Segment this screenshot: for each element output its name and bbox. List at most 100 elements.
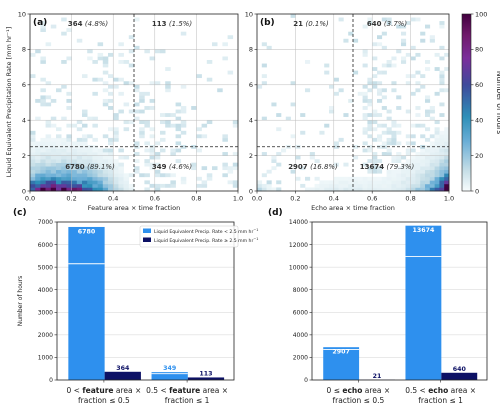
heatmap-cell (139, 91, 145, 96)
heatmap-cell (386, 187, 392, 192)
heatmap-cell (420, 166, 426, 171)
heatmap-cell (113, 159, 119, 163)
heatmap-cell (191, 166, 197, 171)
heatmap-cell (353, 70, 359, 75)
heatmap-cell (396, 180, 402, 185)
y-tick-label: 3000 (38, 309, 53, 316)
heatmap-cell (92, 137, 98, 142)
heatmap-cell (66, 173, 72, 178)
panel-label: (a) (33, 18, 47, 28)
heatmap-cell (175, 141, 182, 146)
heatmap-cell (386, 173, 392, 178)
heatmap-cell (35, 159, 41, 163)
heatmap-cell (108, 187, 114, 192)
heatmap-cell (381, 183, 387, 188)
heatmap-cell (405, 81, 411, 86)
heatmap-cell (134, 84, 140, 89)
heatmap-cell (76, 152, 83, 156)
heatmap-cell (314, 159, 320, 163)
heatmap-cell (113, 180, 119, 185)
heatmap-cell (372, 187, 378, 192)
heatmap-cell (377, 137, 383, 142)
heatmap-cell (71, 141, 78, 146)
y-tick-label: 8000 (293, 287, 308, 294)
heatmap-cell (76, 173, 83, 178)
category-label-line2: fraction ≤ 0.5 (78, 396, 130, 405)
heatmap-cell (71, 180, 78, 185)
heatmap-cell (149, 134, 156, 139)
bar-ge-2-5 (187, 377, 225, 380)
heatmap-cell (170, 123, 176, 128)
heatmap-cell (56, 166, 62, 171)
category-label-line1: 0.5 < echo area × (405, 386, 476, 395)
heatmap-cell (97, 42, 104, 47)
heatmap-cell (425, 95, 431, 100)
heatmap-cell (165, 81, 171, 86)
heatmap-cell (113, 187, 119, 192)
heatmap-cell (420, 173, 426, 178)
heatmap-cell (295, 155, 301, 160)
heatmap-cell (377, 42, 383, 47)
heatmap-cell (149, 98, 156, 103)
heatmap-cell (82, 134, 88, 139)
heatmap-cell (329, 180, 335, 185)
heatmap-cell (108, 169, 114, 174)
y-tick-label: 0 (304, 377, 308, 384)
x-tick-label: 0.0 (252, 195, 262, 203)
heatmap-cell (348, 98, 354, 103)
heatmap-cell (56, 88, 62, 93)
heatmap-cell (87, 187, 93, 192)
heatmap-cell (160, 183, 166, 188)
heatmap-cell (50, 169, 57, 174)
heatmap-cell (348, 183, 354, 188)
heatmap-cell (372, 56, 378, 61)
heatmap-cell (30, 183, 36, 188)
heatmap-cell (410, 183, 416, 188)
heatmap-cell (377, 176, 383, 181)
heatmap-cell (191, 144, 197, 149)
heatmap-cell (434, 137, 440, 142)
heatmap-cell (444, 130, 450, 135)
heatmap-cell (434, 148, 440, 153)
heatmap-cell (154, 81, 161, 86)
heatmap-cell (410, 17, 416, 22)
heatmap-cell (353, 176, 359, 181)
heatmap-cell (144, 123, 150, 128)
heatmap-cell (92, 180, 98, 185)
heatmap-cell (92, 155, 98, 160)
heatmap-cell (30, 134, 36, 139)
heatmap-cell (40, 60, 46, 64)
heatmap-cell (175, 148, 182, 153)
heatmap-cell (66, 91, 72, 96)
heatmap-cell (362, 113, 368, 117)
heatmap-cell (170, 113, 176, 117)
heatmap-cell (324, 180, 330, 185)
heatmap-cell (439, 88, 445, 93)
heatmap-cell (386, 183, 392, 188)
heatmap-cell (128, 63, 135, 68)
heatmap-cell (444, 173, 450, 178)
heatmap-cell (30, 137, 36, 142)
heatmap-cell (35, 166, 41, 171)
heatmap-cell (271, 102, 277, 107)
y-tick-label: 7000 (38, 219, 53, 226)
heatmap-cell (410, 155, 416, 160)
heatmap-cell (56, 159, 62, 163)
heatmap-cell (391, 81, 397, 86)
heatmap-cell (191, 106, 197, 110)
heatmap-cell (45, 137, 52, 142)
heatmap-cell (196, 74, 202, 79)
heatmap-cell (415, 187, 421, 192)
heatmap-y-axis-label: Liquid Equivalent Precipitation Rate [mm… (5, 27, 13, 178)
heatmap-cell (92, 152, 98, 156)
heatmap-cell (139, 173, 145, 178)
heatmap-cell (123, 120, 130, 125)
heatmap-cell (40, 169, 46, 174)
heatmap-cell (372, 166, 378, 171)
heatmap-cell (102, 183, 109, 188)
heatmap-cell (362, 91, 368, 96)
heatmap-cell (391, 169, 397, 174)
colorbar-tick-label: 100 (475, 10, 487, 18)
category-label-line2: fraction ≤ 0.5 (332, 396, 384, 405)
y-tick-label: 2000 (38, 332, 53, 339)
